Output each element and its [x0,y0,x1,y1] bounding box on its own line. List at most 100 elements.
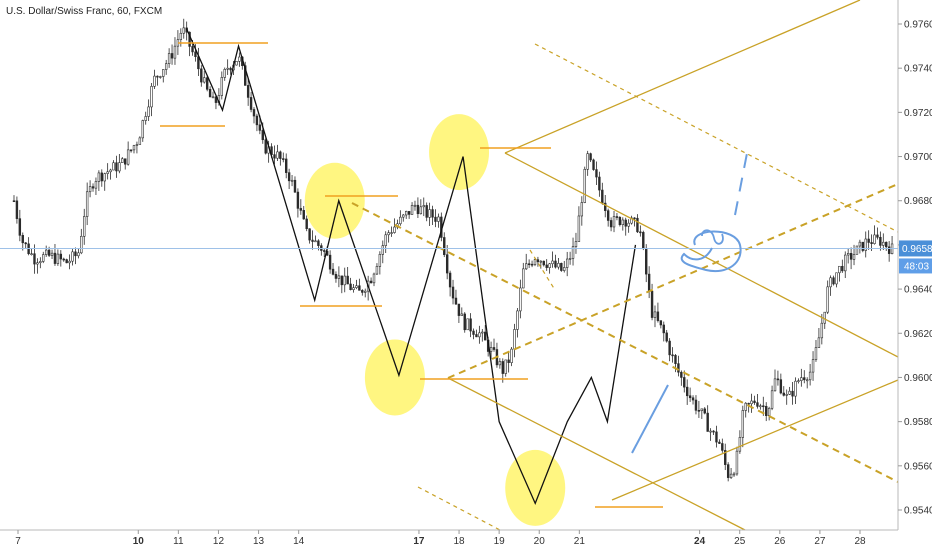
candle-body [15,200,19,219]
candle-body [621,219,624,225]
candle-body [331,268,335,275]
candle-body [785,394,788,396]
candle-body [399,216,402,225]
candle-body [384,234,387,246]
candle-body [861,241,865,251]
candle-body [826,286,829,313]
candle-body [200,68,203,83]
candle-body [700,408,704,411]
candle-body [416,204,420,215]
candle-body [328,254,332,270]
candle-body [665,332,668,342]
candle-body [65,259,68,264]
candle-body [279,151,282,159]
candle-body [431,209,434,218]
candle-body [235,60,238,66]
candle-body [580,202,584,217]
candle-body [167,53,171,64]
candle-body [56,253,60,264]
candle-body [478,332,481,338]
candle-body [276,151,279,159]
candle-body [645,247,648,275]
candle-body [443,237,446,255]
candle-body [481,331,484,334]
candle-body [735,450,739,475]
candle-body [205,77,209,90]
candle-body [618,216,622,225]
candle-body [264,139,267,154]
candle-body [208,89,212,98]
candle-body [126,149,130,165]
y-tick-label: 0.95400 [904,506,932,517]
x-tick-label: 25 [734,536,746,547]
candle-body [103,173,106,182]
candle-body [759,405,762,408]
candle-body [525,263,528,270]
candle-body [80,235,83,254]
candle-body [299,208,303,211]
candle-body [129,149,133,152]
candle-body [419,206,423,215]
candle-body [24,242,27,245]
candle-body [246,85,250,98]
candle-body [721,443,724,451]
candle-body [282,158,285,160]
candle-body [624,219,627,227]
candle-body [612,216,616,228]
candle-body [712,430,715,433]
candle-body [94,181,98,189]
candle-body [756,402,759,407]
sketch-loop [680,230,742,273]
pitchfork-upper-line [504,0,861,154]
candle-body [838,265,841,274]
x-tick-label: 18 [453,536,465,547]
channel-lower-line [447,377,746,531]
chart-title: U.S. Dollar/Swiss Franc, 60, FXCM [6,6,162,17]
candle-body [694,399,698,411]
x-tick-label: 14 [293,536,305,547]
candle-body [662,324,665,334]
candle-body [346,275,349,285]
candle-body [12,200,16,203]
candle-body [817,337,821,348]
candle-body [355,285,358,288]
candle-body [71,251,74,262]
candle-body [677,363,680,373]
candle-body [504,359,507,374]
x-tick-label: 12 [213,536,225,547]
candle-body [516,310,519,330]
candle-body [803,377,806,381]
candle-body [615,216,619,218]
sketch-scribble [701,229,724,245]
candle-body [706,412,709,432]
candle-body [832,277,835,285]
candle-body [77,252,80,257]
candle-body [864,238,867,251]
candle-body [680,371,683,378]
candle-body [601,189,604,204]
candle-body [364,290,367,293]
candle-body [83,216,86,237]
candle-body [153,75,156,87]
candle-body [770,390,774,409]
candle-body [135,144,139,146]
candle-body [715,431,718,443]
candle-body [741,410,745,438]
countdown-badge [899,258,932,274]
candle-body [688,395,692,399]
candle-body [691,397,695,401]
candle-body [729,473,733,478]
candle-body [138,137,142,145]
candle-body [308,228,311,241]
candles [12,18,894,482]
candle-body [437,216,440,222]
candle-body [773,378,777,392]
candle-body [530,263,534,266]
candle-body [633,217,636,220]
